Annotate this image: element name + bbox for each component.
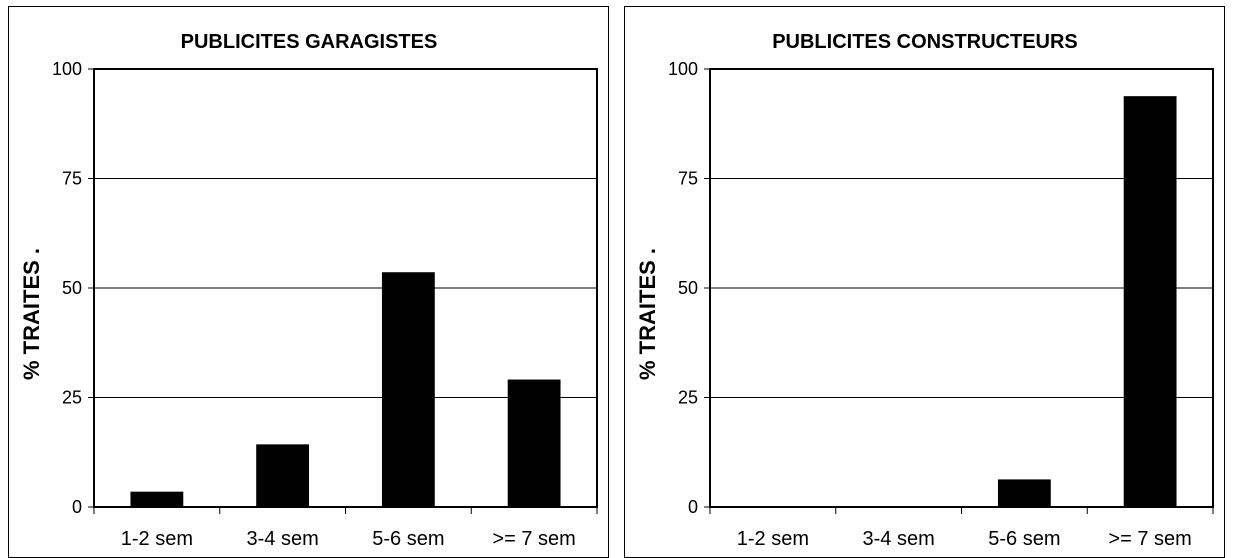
bar [997,479,1051,507]
x-tick-label: >= 7 sem [1108,528,1191,550]
y-tick-label: 50 [62,278,82,298]
x-tick-label: 5-6 sem [372,528,444,550]
bar [381,272,435,507]
x-tick-label: 3-4 sem [863,528,935,550]
y-tick-label: 100 [668,59,698,79]
y-tick-label: 100 [52,59,82,79]
x-tick-label: 1-2 sem [737,528,809,550]
chart-title: PUBLICITES GARAGISTES [181,31,438,53]
bar [130,491,184,507]
x-tick-label: 1-2 sem [121,528,193,550]
bar [507,379,561,507]
x-tick-label: >= 7 sem [492,528,575,550]
chart-panel-constructeurs: PUBLICITES CONSTRUCTEURS % TRAITES . 0 25… [624,6,1225,558]
chart-garagistes: PUBLICITES GARAGISTES % TRAITES . 0 25 50 7… [19,31,598,550]
y-tick-label: 0 [688,497,698,517]
x-tick-label: 3-4 sem [247,528,319,550]
bar [1123,96,1177,507]
y-tick-label: 0 [72,497,82,517]
y-tick-label: 25 [678,388,698,408]
y-tick-label: 50 [678,278,698,298]
bar [256,444,310,507]
y-tick-label: 25 [62,388,82,408]
x-tick-label: 5-6 sem [988,528,1060,550]
y-axis-label: % TRAITES . [19,248,44,380]
y-axis-label: % TRAITES . [635,248,660,380]
chart-title: PUBLICITES CONSTRUCTEURS [772,31,1078,53]
plot-area: 0 25 50 75 100 1-2 sem 3-4 sem 5-6 sem >= 7 sem [52,59,598,550]
chart-constructeurs: PUBLICITES CONSTRUCTEURS % TRAITES . 0 25… [635,31,1214,550]
y-tick-label: 75 [678,169,698,189]
plot-area: 0 25 50 75 100 1-2 sem 3-4 sem 5-6 sem >= 7 sem [668,59,1214,550]
chart-panel-garagistes: PUBLICITES GARAGISTES % TRAITES . 0 25 50 7… [8,6,609,558]
y-tick-label: 75 [62,169,82,189]
